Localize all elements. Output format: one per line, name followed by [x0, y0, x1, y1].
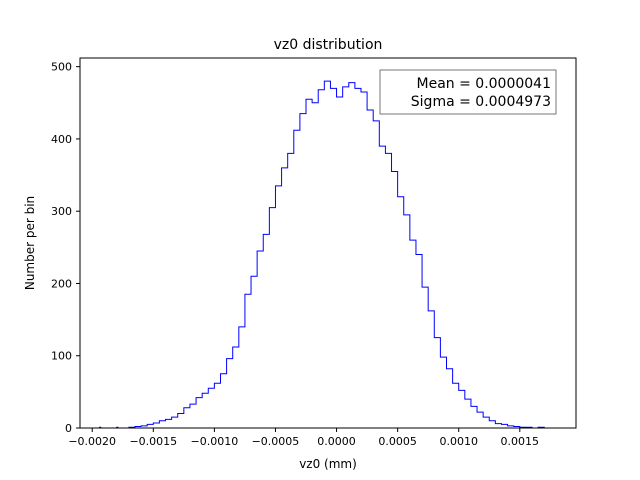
y-tick-label-0: 0 — [65, 422, 72, 435]
y-axis-label: Number per bin — [23, 196, 37, 290]
plot-frame — [79, 57, 577, 429]
stat-box: Mean = 0.0000041 Sigma = 0.0004973 — [379, 69, 557, 115]
x-axis-label: vz0 (mm) — [299, 457, 357, 471]
x-tick-label-3: −0.0005 — [252, 435, 300, 448]
x-axis-ticks: −0.0020 −0.0015 −0.0010 −0.0005 0.0000 0.0005… — [68, 428, 539, 448]
x-tick-label-4: 0.0000 — [317, 435, 356, 448]
stat-mean: Mean = 0.0000041 — [417, 76, 551, 92]
stat-box-frame — [379, 69, 557, 115]
x-tick-label-7: 0.0015 — [501, 435, 540, 448]
x-tick-label-0: −0.0020 — [68, 435, 116, 448]
chart-title: vz0 distribution — [274, 37, 383, 53]
histogram-series — [98, 80, 555, 429]
x-tick-label-1: −0.0015 — [129, 435, 177, 448]
y-tick-label-5: 500 — [51, 61, 72, 74]
y-tick-label-2: 200 — [51, 277, 72, 290]
y-tick-label-3: 300 — [51, 205, 72, 218]
y-axis-ticks: 0 100 200 300 400 500 — [51, 61, 80, 435]
x-tick-label-5: 0.0005 — [378, 435, 417, 448]
stat-sigma: Sigma = 0.0004973 — [411, 94, 551, 110]
y-tick-label-4: 400 — [51, 133, 72, 146]
histogram-step-line-0 — [98, 80, 555, 429]
plot-area — [80, 58, 576, 428]
x-tick-label-2: −0.0010 — [191, 435, 239, 448]
y-tick-label-1: 100 — [51, 350, 72, 363]
x-tick-label-6: 0.0010 — [439, 435, 478, 448]
